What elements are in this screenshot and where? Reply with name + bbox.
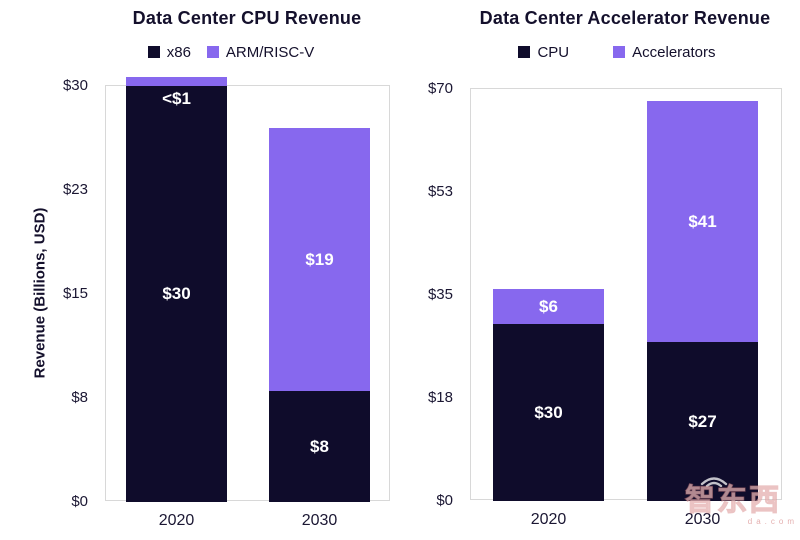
y-tick-label: $15 [62, 285, 88, 302]
y-tick-label: $23 [62, 181, 88, 198]
bar-segment-value-label: $27 [688, 412, 717, 431]
bar-segment-value-label: $30 [162, 284, 191, 303]
y-tick-label: $53 [427, 183, 453, 200]
legend-label: CPU [537, 43, 570, 61]
y-tick-label: $8 [71, 389, 88, 406]
bar-segment-arm-risc-v-2020: <$1 [126, 77, 227, 108]
x-category-label-2020: 2020 [158, 512, 195, 529]
bar-segment-x86-2030: $8 [269, 391, 370, 502]
bar-segment-cpu-2020: $30 [493, 324, 604, 501]
legend-item-arm-risc-v: ARM/RISC-V [206, 43, 315, 61]
legend-item-accelerators: Accelerators [613, 43, 716, 61]
bar-segment-accelerators-2020: $6 [493, 289, 604, 324]
cpu-revenue-chart-title: Data Center CPU Revenue [132, 8, 362, 28]
bar-segment-value-label: $19 [305, 250, 334, 269]
x-category-label-2030: 2030 [301, 512, 338, 529]
watermark-subtext: da.com [747, 517, 798, 526]
y-tick-label: $30 [62, 77, 88, 94]
y-tick-label: $35 [427, 286, 453, 303]
legend-swatch [147, 46, 160, 58]
y-tick-label: $0 [436, 492, 453, 509]
accelerator-revenue-legend: CPU Accelerators [467, 43, 767, 61]
bar-segment-value-label: $30 [534, 403, 563, 422]
bar-segment-x86-2020: $30 [126, 86, 227, 502]
legend-label: Accelerators [632, 43, 716, 61]
bar-segment-value-label: $41 [688, 212, 717, 231]
accelerator-revenue-plot-area: $0 $18 $35 $53 $70 $30 $6 2020 $27 $41 2030 [428, 80, 782, 528]
y-tick-label: $0 [71, 493, 88, 510]
x-category-label-2030: 2030 [684, 511, 721, 528]
legend-item-x86: x86 [147, 43, 191, 61]
cpu-revenue-legend: x86 ARM/RISC-V [81, 43, 381, 61]
legend-label: ARM/RISC-V [225, 43, 315, 61]
legend-item-cpu: CPU [518, 44, 569, 61]
accelerator-revenue-chart-title: Data Center Accelerator Revenue [479, 8, 771, 28]
legend-label: x86 [166, 43, 191, 61]
y-tick-label: $70 [427, 80, 453, 97]
bar-segment-value-label: $6 [539, 297, 558, 316]
y-tick-label: $18 [427, 389, 453, 406]
bar-segment-cpu-2030: $27 [647, 342, 758, 501]
x-category-label-2020: 2020 [530, 511, 567, 528]
legend-swatch [206, 46, 219, 58]
bar-segment-value-label: $8 [310, 437, 329, 456]
legend-swatch [613, 46, 626, 58]
cpu-revenue-plot-area: $0 $8 $15 $23 $30 $30 <$1 2020 $8 $19 2030 [63, 77, 390, 529]
bar-segment-accelerators-2030: $41 [647, 101, 758, 342]
legend-swatch [518, 46, 531, 58]
bar-segment-value-label: <$1 [162, 89, 191, 108]
bar-segment-arm-risc-v-2030: $19 [269, 128, 370, 391]
